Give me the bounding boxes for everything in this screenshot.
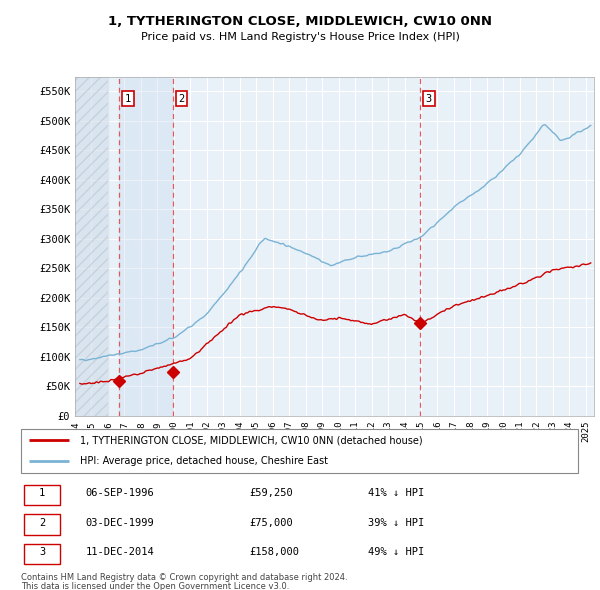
Text: 41% ↓ HPI: 41% ↓ HPI [368, 489, 424, 499]
Text: £75,000: £75,000 [249, 517, 293, 527]
FancyBboxPatch shape [21, 428, 578, 473]
Text: 39% ↓ HPI: 39% ↓ HPI [368, 517, 424, 527]
Text: £158,000: £158,000 [249, 547, 299, 557]
Text: 2: 2 [178, 94, 185, 104]
Text: 11-DEC-2014: 11-DEC-2014 [86, 547, 154, 557]
FancyBboxPatch shape [23, 485, 60, 505]
Text: £59,250: £59,250 [249, 489, 293, 499]
Text: 1, TYTHERINGTON CLOSE, MIDDLEWICH, CW10 0NN: 1, TYTHERINGTON CLOSE, MIDDLEWICH, CW10 … [108, 15, 492, 28]
Text: 1: 1 [125, 94, 131, 104]
Text: Price paid vs. HM Land Registry's House Price Index (HPI): Price paid vs. HM Land Registry's House … [140, 32, 460, 42]
Text: 03-DEC-1999: 03-DEC-1999 [86, 517, 154, 527]
Bar [75, 74, 108, 416]
FancyBboxPatch shape [23, 514, 60, 535]
Text: 2: 2 [39, 517, 46, 527]
Text: 3: 3 [39, 547, 46, 557]
Text: 06-SEP-1996: 06-SEP-1996 [86, 489, 154, 499]
Text: 1, TYTHERINGTON CLOSE, MIDDLEWICH, CW10 0NN (detached house): 1, TYTHERINGTON CLOSE, MIDDLEWICH, CW10 … [80, 435, 422, 445]
Text: 3: 3 [426, 94, 432, 104]
Text: HPI: Average price, detached house, Cheshire East: HPI: Average price, detached house, Ches… [80, 457, 328, 467]
FancyBboxPatch shape [23, 544, 60, 564]
Text: This data is licensed under the Open Government Licence v3.0.: This data is licensed under the Open Gov… [21, 582, 289, 590]
Text: Contains HM Land Registry data © Crown copyright and database right 2024.: Contains HM Land Registry data © Crown c… [21, 573, 347, 582]
Text: 49% ↓ HPI: 49% ↓ HPI [368, 547, 424, 557]
Text: 1: 1 [39, 489, 46, 499]
